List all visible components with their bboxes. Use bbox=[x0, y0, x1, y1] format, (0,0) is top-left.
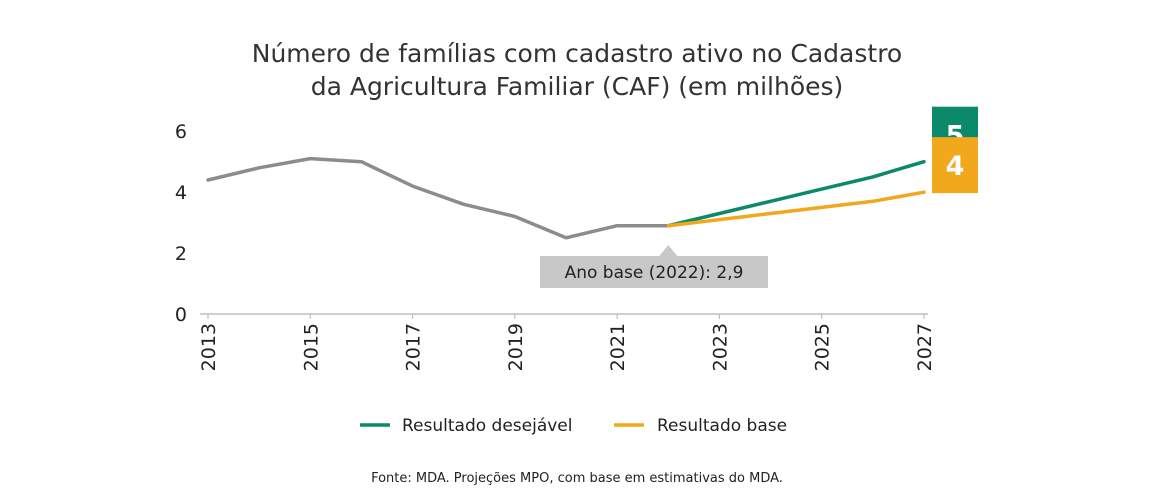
series-line-desejavel bbox=[666, 159, 926, 228]
x-tick-label: 2025 bbox=[812, 323, 834, 371]
annotation-box bbox=[540, 256, 768, 288]
x-tick-label: 2021 bbox=[607, 323, 629, 371]
end-label-badge-base bbox=[932, 137, 978, 194]
chart-title-line-1: Número de famílias com cadastro ativo no… bbox=[252, 39, 902, 68]
x-tick-label: 2019 bbox=[505, 323, 527, 371]
y-tick-label: 0 bbox=[175, 304, 187, 326]
series-line-historico bbox=[206, 156, 671, 240]
x-tick-label: 2013 bbox=[198, 323, 220, 371]
end-label-layer: 54 bbox=[932, 106, 978, 194]
series-line-base bbox=[666, 190, 926, 228]
x-tick-label: 2017 bbox=[403, 323, 425, 371]
annotation-layer: Ano base (2022): 2,9 bbox=[540, 245, 768, 288]
source-note: Fonte: MDA. Projeções MPO, com base em e… bbox=[371, 471, 783, 486]
x-tick-label: 2027 bbox=[914, 323, 936, 371]
legend-label-desejavel: Resultado desejável bbox=[402, 416, 573, 436]
legend: Resultado desejável Resultado base bbox=[360, 416, 787, 436]
chart-title-line-2: da Agricultura Familiar (CAF) (em milhõe… bbox=[311, 72, 844, 101]
end-label-text-base: 4 bbox=[946, 151, 965, 182]
annotation-text: Ano base (2022): 2,9 bbox=[565, 263, 744, 283]
y-tick-label: 4 bbox=[175, 182, 187, 204]
x-tick-label: 2015 bbox=[300, 323, 322, 371]
legend-label-base: Resultado base bbox=[657, 416, 787, 436]
axes: 0 2 4 6 2013 2015 2017 2019 2021 2023 2025 2027 bbox=[175, 121, 936, 371]
x-tick-label: 2023 bbox=[709, 323, 731, 371]
annotation-pointer bbox=[659, 245, 678, 256]
y-tick-label: 6 bbox=[175, 121, 187, 143]
y-tick-label: 2 bbox=[175, 243, 187, 265]
series-layer bbox=[206, 156, 926, 240]
